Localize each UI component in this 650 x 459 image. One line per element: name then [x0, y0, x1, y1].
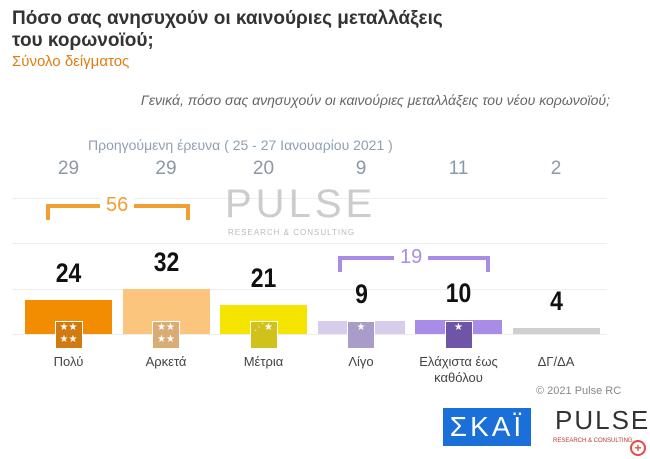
previous-value: 2 — [550, 158, 562, 179]
watermark: PULSE — [225, 182, 377, 226]
group-label-high: 56 — [100, 194, 135, 217]
star-rating-icon: ★ — [444, 321, 473, 349]
pulse-logo: PULSE — [555, 405, 650, 435]
category-label: ΔΓ/ΔΑ — [537, 354, 575, 369]
value-label: 4 — [549, 286, 563, 317]
chart-subtitle: Σύνολο δείγματος — [12, 53, 130, 70]
value-label: 21 — [250, 262, 277, 293]
pulse-logo-sub: RESEARCH & CONSULTING — [553, 438, 633, 444]
previous-value: 9 — [355, 158, 367, 179]
previous-value: 29 — [155, 158, 177, 179]
copyright: © 2021 Pulse RC — [536, 385, 622, 397]
gridline — [12, 289, 607, 290]
watermark-sub: RESEARCH & CONSULTING — [228, 228, 356, 237]
bar — [512, 328, 600, 334]
previous-value: 29 — [57, 158, 80, 179]
chart-title: Πόσο σας ανησυχούν οι καινούριες μεταλλά… — [12, 8, 443, 51]
category-label: Πολύ — [53, 354, 84, 369]
group-label-low: 19 — [394, 246, 429, 269]
star-rating-icon: ★★ ★★ — [54, 321, 83, 349]
value-label: 9 — [354, 279, 368, 310]
category-label: Λίγο — [348, 354, 374, 369]
previous-value: 11 — [448, 158, 469, 179]
zoom-in-icon[interactable]: + — [630, 440, 646, 456]
question-text: Γενικά, πόσο σας ανησυχούν οι καινούριες… — [140, 92, 610, 108]
category-label: Μέτρια — [243, 354, 284, 369]
previous-survey-label: Προηγούμενη έρευνα ( 25 - 27 Ιανουαρίου … — [88, 137, 393, 153]
category-label: Αρκετά — [145, 354, 187, 369]
value-label: 32 — [153, 247, 179, 278]
value-label: 10 — [445, 278, 472, 308]
value-label: 24 — [55, 258, 82, 289]
skai-logo: ΣΚΑΪ — [443, 408, 531, 446]
gridline — [12, 243, 607, 244]
gridline — [12, 334, 607, 335]
star-rating-icon: ★★ ★★ — [152, 321, 180, 349]
category-label: Ελάχιστα έως καθόλου — [419, 354, 498, 385]
previous-value: 20 — [252, 158, 275, 179]
star-rating-icon: ★ — [347, 321, 375, 349]
star-rating-icon: ⋰★ — [249, 321, 278, 349]
gridline — [12, 198, 607, 199]
